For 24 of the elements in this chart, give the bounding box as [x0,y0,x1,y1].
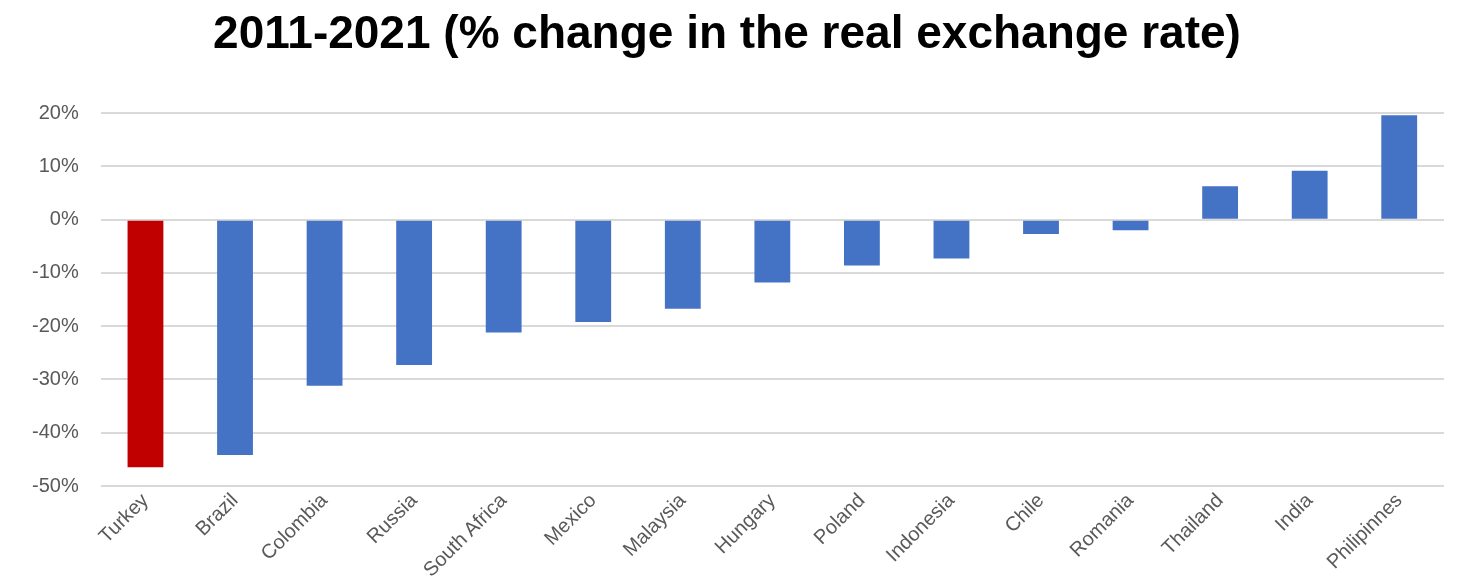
bar [664,220,701,309]
bar [575,220,612,322]
bar [485,220,522,333]
y-tick-label: -40% [31,420,79,443]
chart-title: 2011-2021 (% change in the real exchange rate) [213,6,1241,59]
bar [754,220,791,283]
bar [217,220,253,456]
bar [1112,220,1149,231]
bar [306,220,343,386]
y-tick-label: -30% [31,367,79,389]
y-tick-label: 20% [38,100,79,123]
y-tick-label: 10% [38,153,79,176]
y-tick-label: -10% [31,260,79,283]
y-tick-label: -20% [31,313,79,336]
y-tick-label: -50% [31,473,79,496]
bar [127,220,164,468]
bar [843,220,880,266]
bar [1381,115,1418,219]
bar [933,220,970,259]
bar [1291,170,1328,219]
bar [1202,186,1239,219]
y-tick-label: 0% [49,207,79,230]
bar [1023,220,1059,235]
bar [396,220,433,366]
